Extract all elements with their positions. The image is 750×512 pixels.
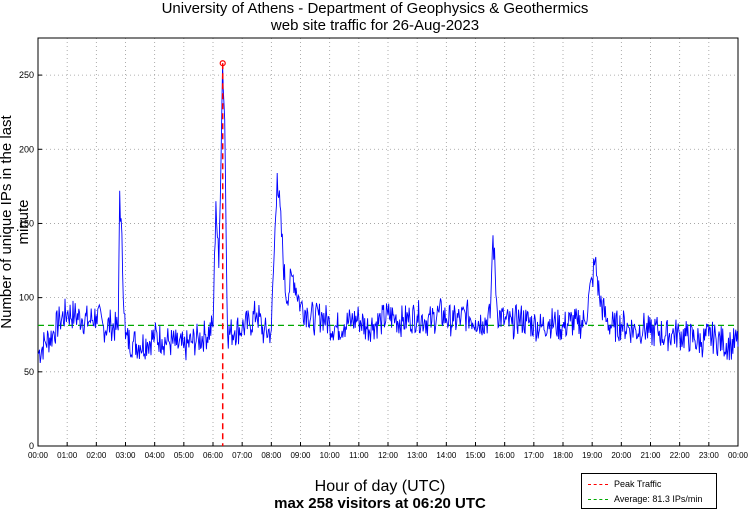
traffic-series-line (37, 63, 739, 364)
legend-swatch-peak (588, 483, 608, 485)
x-tick-label: 00:00 (728, 451, 749, 460)
x-tick-label: 06:00 (203, 451, 224, 460)
legend-swatch-average (588, 498, 608, 500)
legend-item-average: Average: 81.3 IPs/min (588, 492, 702, 506)
y-tick-label: 0 (29, 441, 34, 451)
peak-marker (219, 60, 226, 67)
legend-label-average: Average: 81.3 IPs/min (614, 494, 703, 504)
x-tick-label: 09:00 (290, 451, 311, 460)
x-tick-label: 12:00 (378, 451, 399, 460)
x-tick-label: 20:00 (611, 451, 632, 460)
x-tick-label: 03:00 (115, 451, 136, 460)
x-axis-label: Hour of day (UTC) (314, 478, 446, 495)
x-tick-label: 13:00 (407, 451, 428, 460)
legend-label-peak: Peak Traffic (614, 479, 662, 489)
legend: Peak Traffic Average: 81.3 IPs/min (581, 473, 717, 509)
x-axis: 00:00 01:00 02:00 03:00 04:00 05:00 06:00 07:00… (28, 442, 749, 460)
x-tick-label: 11:00 (349, 451, 369, 460)
y-axis-label: Number of unique IPs in the last minute (0, 115, 32, 329)
x-tick-label: 19:00 (582, 451, 603, 460)
y-tick-label: 100 (19, 293, 34, 303)
x-tick-label: 01:00 (57, 451, 78, 460)
x-tick-label: 23:00 (699, 451, 720, 460)
x-tick-label: 18:00 (553, 451, 574, 460)
y-tick-label: 50 (24, 367, 34, 377)
chart-title: University of Athens - Department of Geo… (161, 0, 589, 17)
x-tick-label: 02:00 (86, 451, 107, 460)
x-tick-label: 00:00 (28, 451, 49, 460)
y-tick-label: 250 (19, 70, 34, 80)
chart-subtitle: web site traffic for 26-Aug-2023 (270, 17, 480, 34)
peak-summary: max 258 visitors at 06:20 UTC (274, 495, 486, 512)
x-tick-label: 16:00 (495, 451, 516, 460)
x-tick-label: 14:00 (436, 451, 457, 460)
legend-item-peak: Peak Traffic (588, 477, 661, 491)
y-axis: 0 50 100 150 200 250 (19, 70, 42, 451)
x-tick-label: 05:00 (174, 451, 195, 460)
x-tick-label: 10:00 (320, 451, 341, 460)
x-tick-label: 21:00 (640, 451, 661, 460)
grid-lines (38, 38, 738, 446)
x-tick-label: 07:00 (232, 451, 253, 460)
x-tick-label: 08:00 (261, 451, 282, 460)
x-tick-label: 22:00 (670, 451, 691, 460)
x-tick-label: 17:00 (524, 451, 545, 460)
x-tick-label: 04:00 (145, 451, 166, 460)
x-tick-label: 15:00 (465, 451, 486, 460)
y-tick-label: 150 (19, 218, 34, 228)
y-tick-label: 200 (19, 144, 34, 154)
